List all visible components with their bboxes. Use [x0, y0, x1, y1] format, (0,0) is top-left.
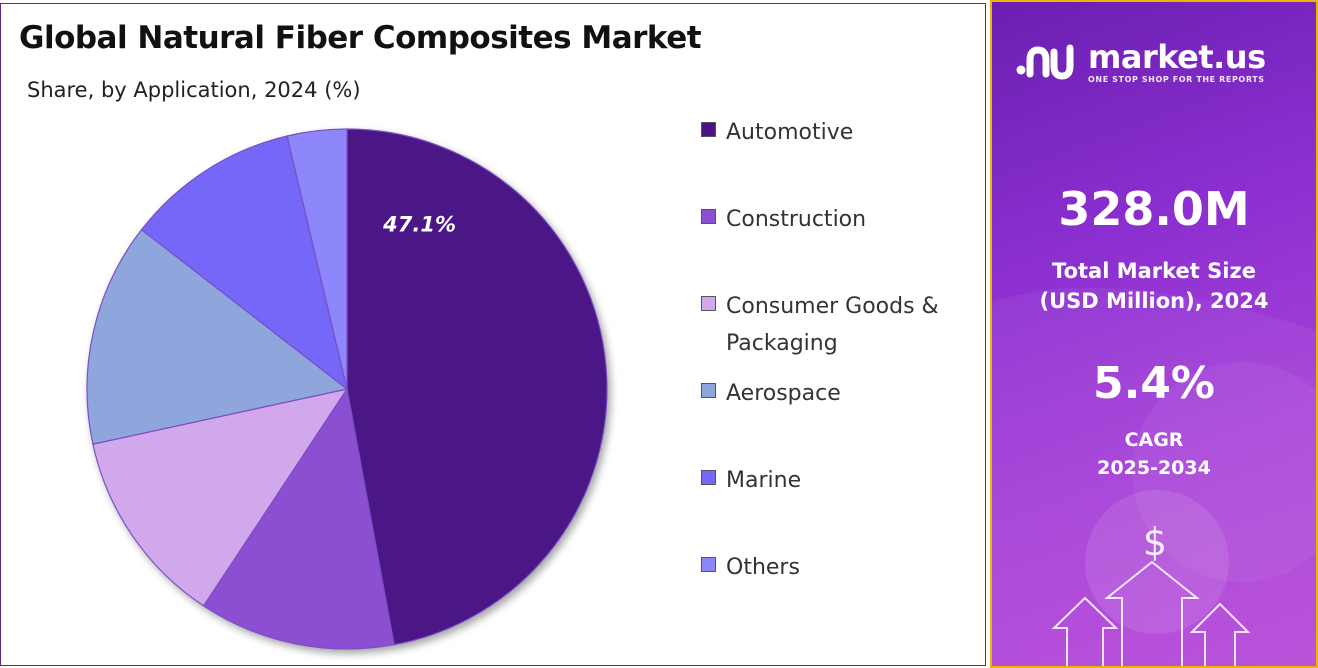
legend-label: Aerospace: [726, 381, 841, 406]
cagr-label: CAGR 2025-2034: [992, 426, 1316, 482]
legend-swatch: [701, 296, 716, 311]
legend-item: Construction: [701, 201, 976, 238]
arrow-up-icon: [1051, 560, 1251, 666]
pie-slice-aerospace: [86, 228, 349, 445]
legend-item: Consumer Goods & Packaging: [701, 288, 976, 362]
pie-slice-marine: [140, 135, 348, 391]
legend-item: Automotive: [701, 114, 976, 151]
legend-item: Marine: [701, 462, 976, 499]
legend-swatch: [701, 383, 716, 398]
market-size-label-line1: Total Market Size: [1052, 259, 1256, 283]
cagr-label-line1: CAGR: [1124, 429, 1184, 451]
legend-label: Others: [726, 555, 800, 580]
market-size-label-line2: (USD Million), 2024: [1039, 289, 1269, 313]
legend-label: Construction: [726, 207, 867, 232]
cagr-label-line2: 2025-2034: [1097, 457, 1211, 479]
legend-item: Others: [701, 549, 976, 586]
pie-slice-others: [286, 128, 348, 390]
dollar-icon: $: [1143, 520, 1167, 564]
svg-text:$: $: [1143, 520, 1167, 564]
legend-swatch: [701, 122, 716, 137]
cagr-value: 5.4%: [1092, 358, 1216, 409]
legend-label: Automotive: [726, 120, 854, 145]
pie-data-label: 47.1%: [382, 213, 456, 237]
chart-panel: Global Natural Fiber Composites Market S…: [0, 3, 986, 666]
pie-chart: 47.1%: [86, 128, 608, 650]
chart-title: Global Natural Fiber Composites Market: [19, 20, 702, 56]
legend-swatch: [701, 470, 716, 485]
market-us-logo-icon: [1016, 44, 1074, 80]
pie-slice-construction: [202, 387, 395, 650]
brand-tagline: ONE STOP SHOP FOR THE REPORTS: [1088, 74, 1265, 84]
brand-name: market.us: [1088, 37, 1266, 76]
legend-label: Marine: [726, 468, 802, 493]
background-decoration: $: [992, 287, 1316, 666]
market-size-label: Total Market Size (USD Million), 2024: [992, 256, 1316, 316]
pie-slice-consumer-goods-packaging: [92, 388, 349, 607]
chart-subtitle: Share, by Application, 2024 (%): [27, 78, 361, 102]
legend-label: Consumer Goods & Packaging: [726, 294, 939, 356]
market-us-logo: market.us ONE STOP SHOP FOR THE REPORTS: [1014, 40, 1266, 84]
pie-slice-automotive: [346, 128, 608, 646]
market-size-value: 328.0M: [1058, 182, 1250, 236]
summary-panel: $ market.us ONE STOP SHOP FOR THE REPORT…: [990, 0, 1318, 668]
legend-item: Aerospace: [701, 375, 976, 412]
legend-swatch: [701, 557, 716, 572]
legend-swatch: [701, 209, 716, 224]
